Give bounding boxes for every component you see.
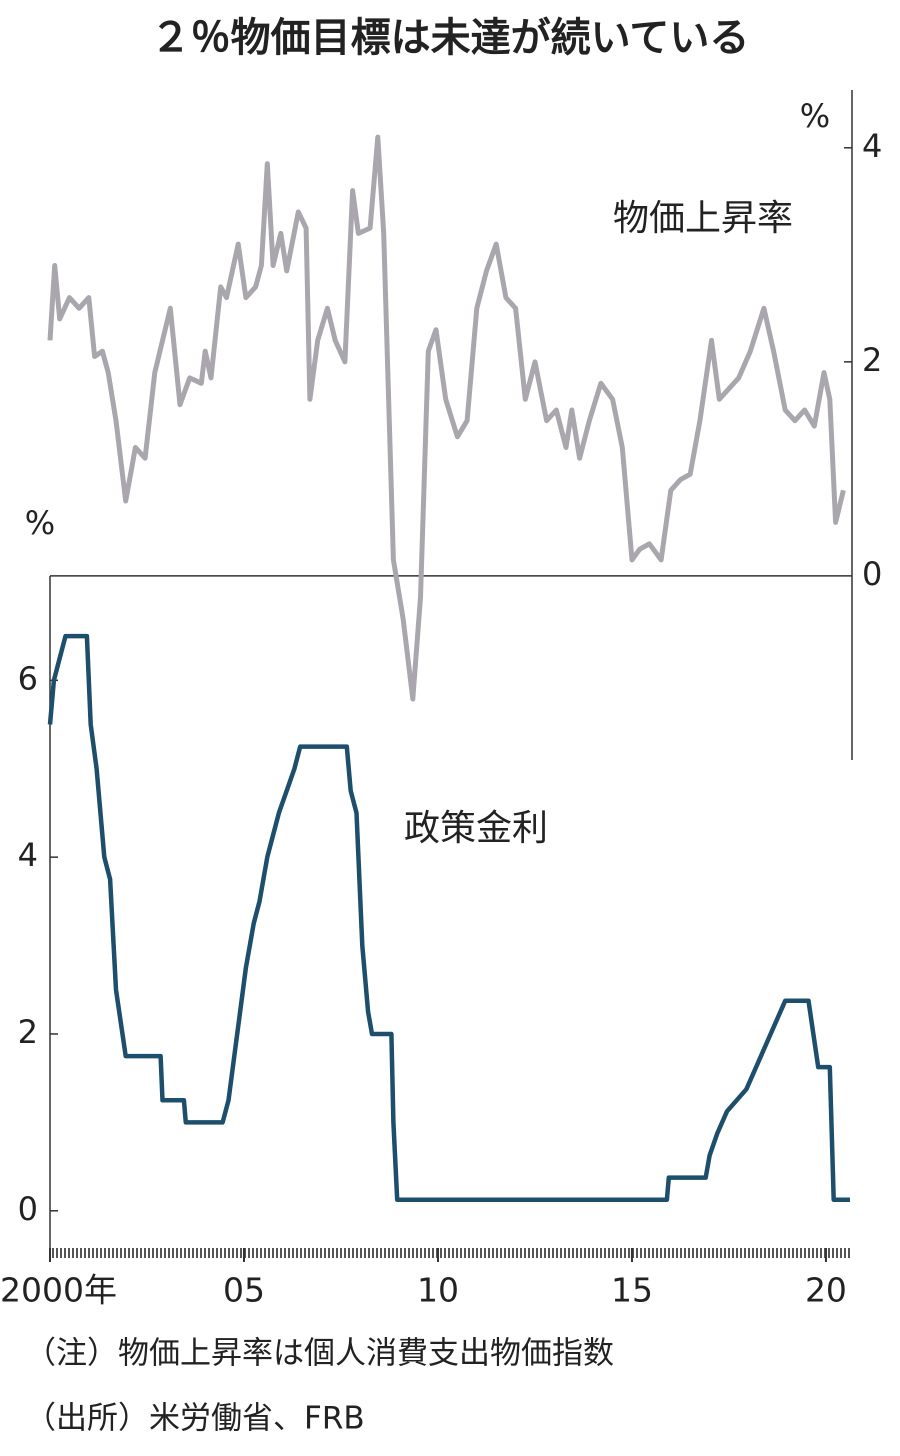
note: （出所）米労働省、FRB (25, 1401, 365, 1437)
y2-unit: % (800, 97, 830, 135)
line (47, 633, 850, 1202)
x-tick-label: 2000年 (0, 1271, 117, 1310)
y-tick-label: 0 (18, 1190, 38, 1228)
series-label: 政策金利 (404, 808, 548, 849)
x-tick-label: 15 (611, 1271, 653, 1310)
chart-title: ２％物価目標は未達が続いている (151, 15, 750, 61)
x-axis-band (50, 1248, 850, 1258)
note: （注）物価上昇率は個人消費支出物価指数 (25, 1336, 614, 1372)
x-tick-label: 05 (223, 1271, 265, 1310)
y2-tick-label: 4 (862, 127, 882, 165)
series-label: 物価上昇率 (613, 198, 793, 239)
y2-tick-label: 2 (862, 341, 882, 379)
x-tick-label: 20 (805, 1271, 847, 1310)
y2-tick-label: 0 (862, 555, 882, 593)
y-unit: % (25, 504, 55, 542)
y-tick-label: 4 (18, 836, 38, 874)
line (47, 134, 846, 702)
x-tick-label: 10 (417, 1271, 459, 1310)
y-tick-label: 6 (18, 659, 38, 697)
y-tick-label: 2 (18, 1013, 38, 1051)
